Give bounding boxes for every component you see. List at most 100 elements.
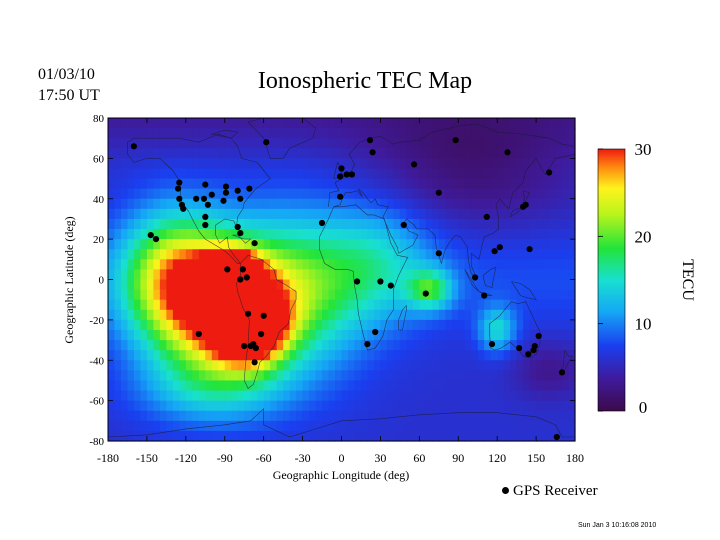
tec-cell: [185, 269, 193, 281]
coastline: [232, 234, 252, 244]
tec-cell: [270, 370, 278, 382]
tec-cell: [244, 289, 252, 301]
tec-cell: [315, 350, 323, 361]
tec-cell: [283, 118, 291, 129]
tec-cell: [347, 259, 356, 270]
tec-cell: [451, 410, 459, 422]
tec-cell: [166, 249, 174, 260]
tec-cell: [133, 249, 142, 260]
tec-cell: [127, 188, 135, 200]
tec-cell: [354, 309, 362, 321]
tec-cell: [120, 329, 129, 341]
tec-cell: [179, 380, 187, 392]
tec-cell: [412, 360, 420, 371]
tec-cell: [205, 208, 213, 220]
tec-cell: [380, 319, 388, 331]
tec-cell: [399, 239, 407, 250]
tec-cell: [185, 208, 193, 220]
tec-cell: [296, 360, 304, 371]
tec-cell: [445, 309, 453, 321]
tec-cell: [464, 420, 472, 432]
tec-cell: [159, 420, 167, 432]
tec-cell: [172, 158, 180, 170]
gps-receiver-marker: [387, 282, 394, 289]
tec-cell: [127, 410, 135, 422]
tec-cell: [263, 340, 271, 351]
tec-cell: [464, 239, 472, 250]
tec-cell: [562, 420, 570, 432]
tec-cell: [166, 370, 174, 382]
tec-cell: [198, 380, 206, 392]
tec-cell: [341, 329, 349, 341]
tec-cell: [283, 158, 291, 170]
tec-cell: [224, 430, 232, 442]
tec-cell: [237, 178, 245, 190]
tec-cell: [503, 168, 511, 180]
tec-cell: [153, 350, 161, 361]
tec-cell: [399, 360, 407, 371]
tec-cell: [412, 380, 420, 392]
tec-cell: [360, 128, 369, 139]
tec-cell: [354, 380, 362, 392]
tec-cell: [322, 239, 330, 250]
tec-cell: [140, 168, 148, 180]
tec-cell: [153, 420, 161, 432]
tec-cell: [224, 400, 232, 412]
tec-cell: [438, 400, 446, 412]
tec-cell: [341, 138, 349, 149]
tec-cell: [549, 309, 557, 321]
tec-cell: [108, 299, 116, 311]
tec-cell: [425, 168, 433, 180]
tec-cell: [497, 279, 505, 291]
tec-cell: [536, 289, 544, 301]
tec-cell: [360, 299, 369, 311]
tec-cell: [289, 289, 297, 301]
tec-cell: [211, 360, 219, 371]
tec-cell: [179, 158, 187, 170]
tec-cell: [432, 118, 440, 129]
tec-cell: [484, 400, 492, 412]
tec-cell: [270, 229, 278, 240]
tec-cell: [108, 309, 116, 321]
tec-cell: [114, 249, 122, 260]
tec-cell: [205, 249, 213, 260]
tec-cell: [140, 218, 148, 230]
tec-cell: [471, 229, 479, 240]
tec-cell: [399, 420, 407, 432]
tec-cell: [192, 178, 200, 190]
tec-cell: [263, 289, 271, 301]
tec-cell: [464, 259, 472, 270]
tec-cell: [309, 188, 317, 200]
tec-cell: [536, 239, 544, 250]
tec-cell: [354, 138, 362, 149]
tec-cell: [503, 299, 511, 311]
tec-cell: [568, 350, 576, 361]
tec-cell: [140, 239, 148, 250]
colorbar-tick-label: 30: [635, 140, 652, 159]
tec-cell: [529, 380, 537, 392]
tec-cell: [555, 239, 563, 250]
tec-cell: [296, 158, 304, 170]
tec-cell: [250, 138, 258, 149]
tec-cell: [166, 340, 174, 351]
tec-cell: [406, 279, 414, 291]
tec-cell: [127, 118, 135, 129]
tec-cell: [172, 350, 180, 361]
tec-cell: [497, 430, 505, 442]
tec-cell: [133, 279, 142, 291]
tec-cell: [341, 148, 349, 159]
tec-cell: [347, 380, 356, 392]
tec-cell: [172, 118, 180, 129]
tec-cell: [536, 420, 544, 432]
tec-cell: [192, 259, 200, 270]
tec-cell: [328, 410, 336, 422]
tec-cell: [438, 208, 446, 220]
tec-cell: [367, 329, 375, 341]
tec-cell: [451, 299, 459, 311]
tec-cell: [471, 158, 479, 170]
tec-cell: [562, 289, 570, 301]
tec-cell: [464, 229, 472, 240]
tec-cell: [322, 400, 330, 412]
tec-cell: [302, 158, 310, 170]
tec-cell: [523, 148, 531, 159]
